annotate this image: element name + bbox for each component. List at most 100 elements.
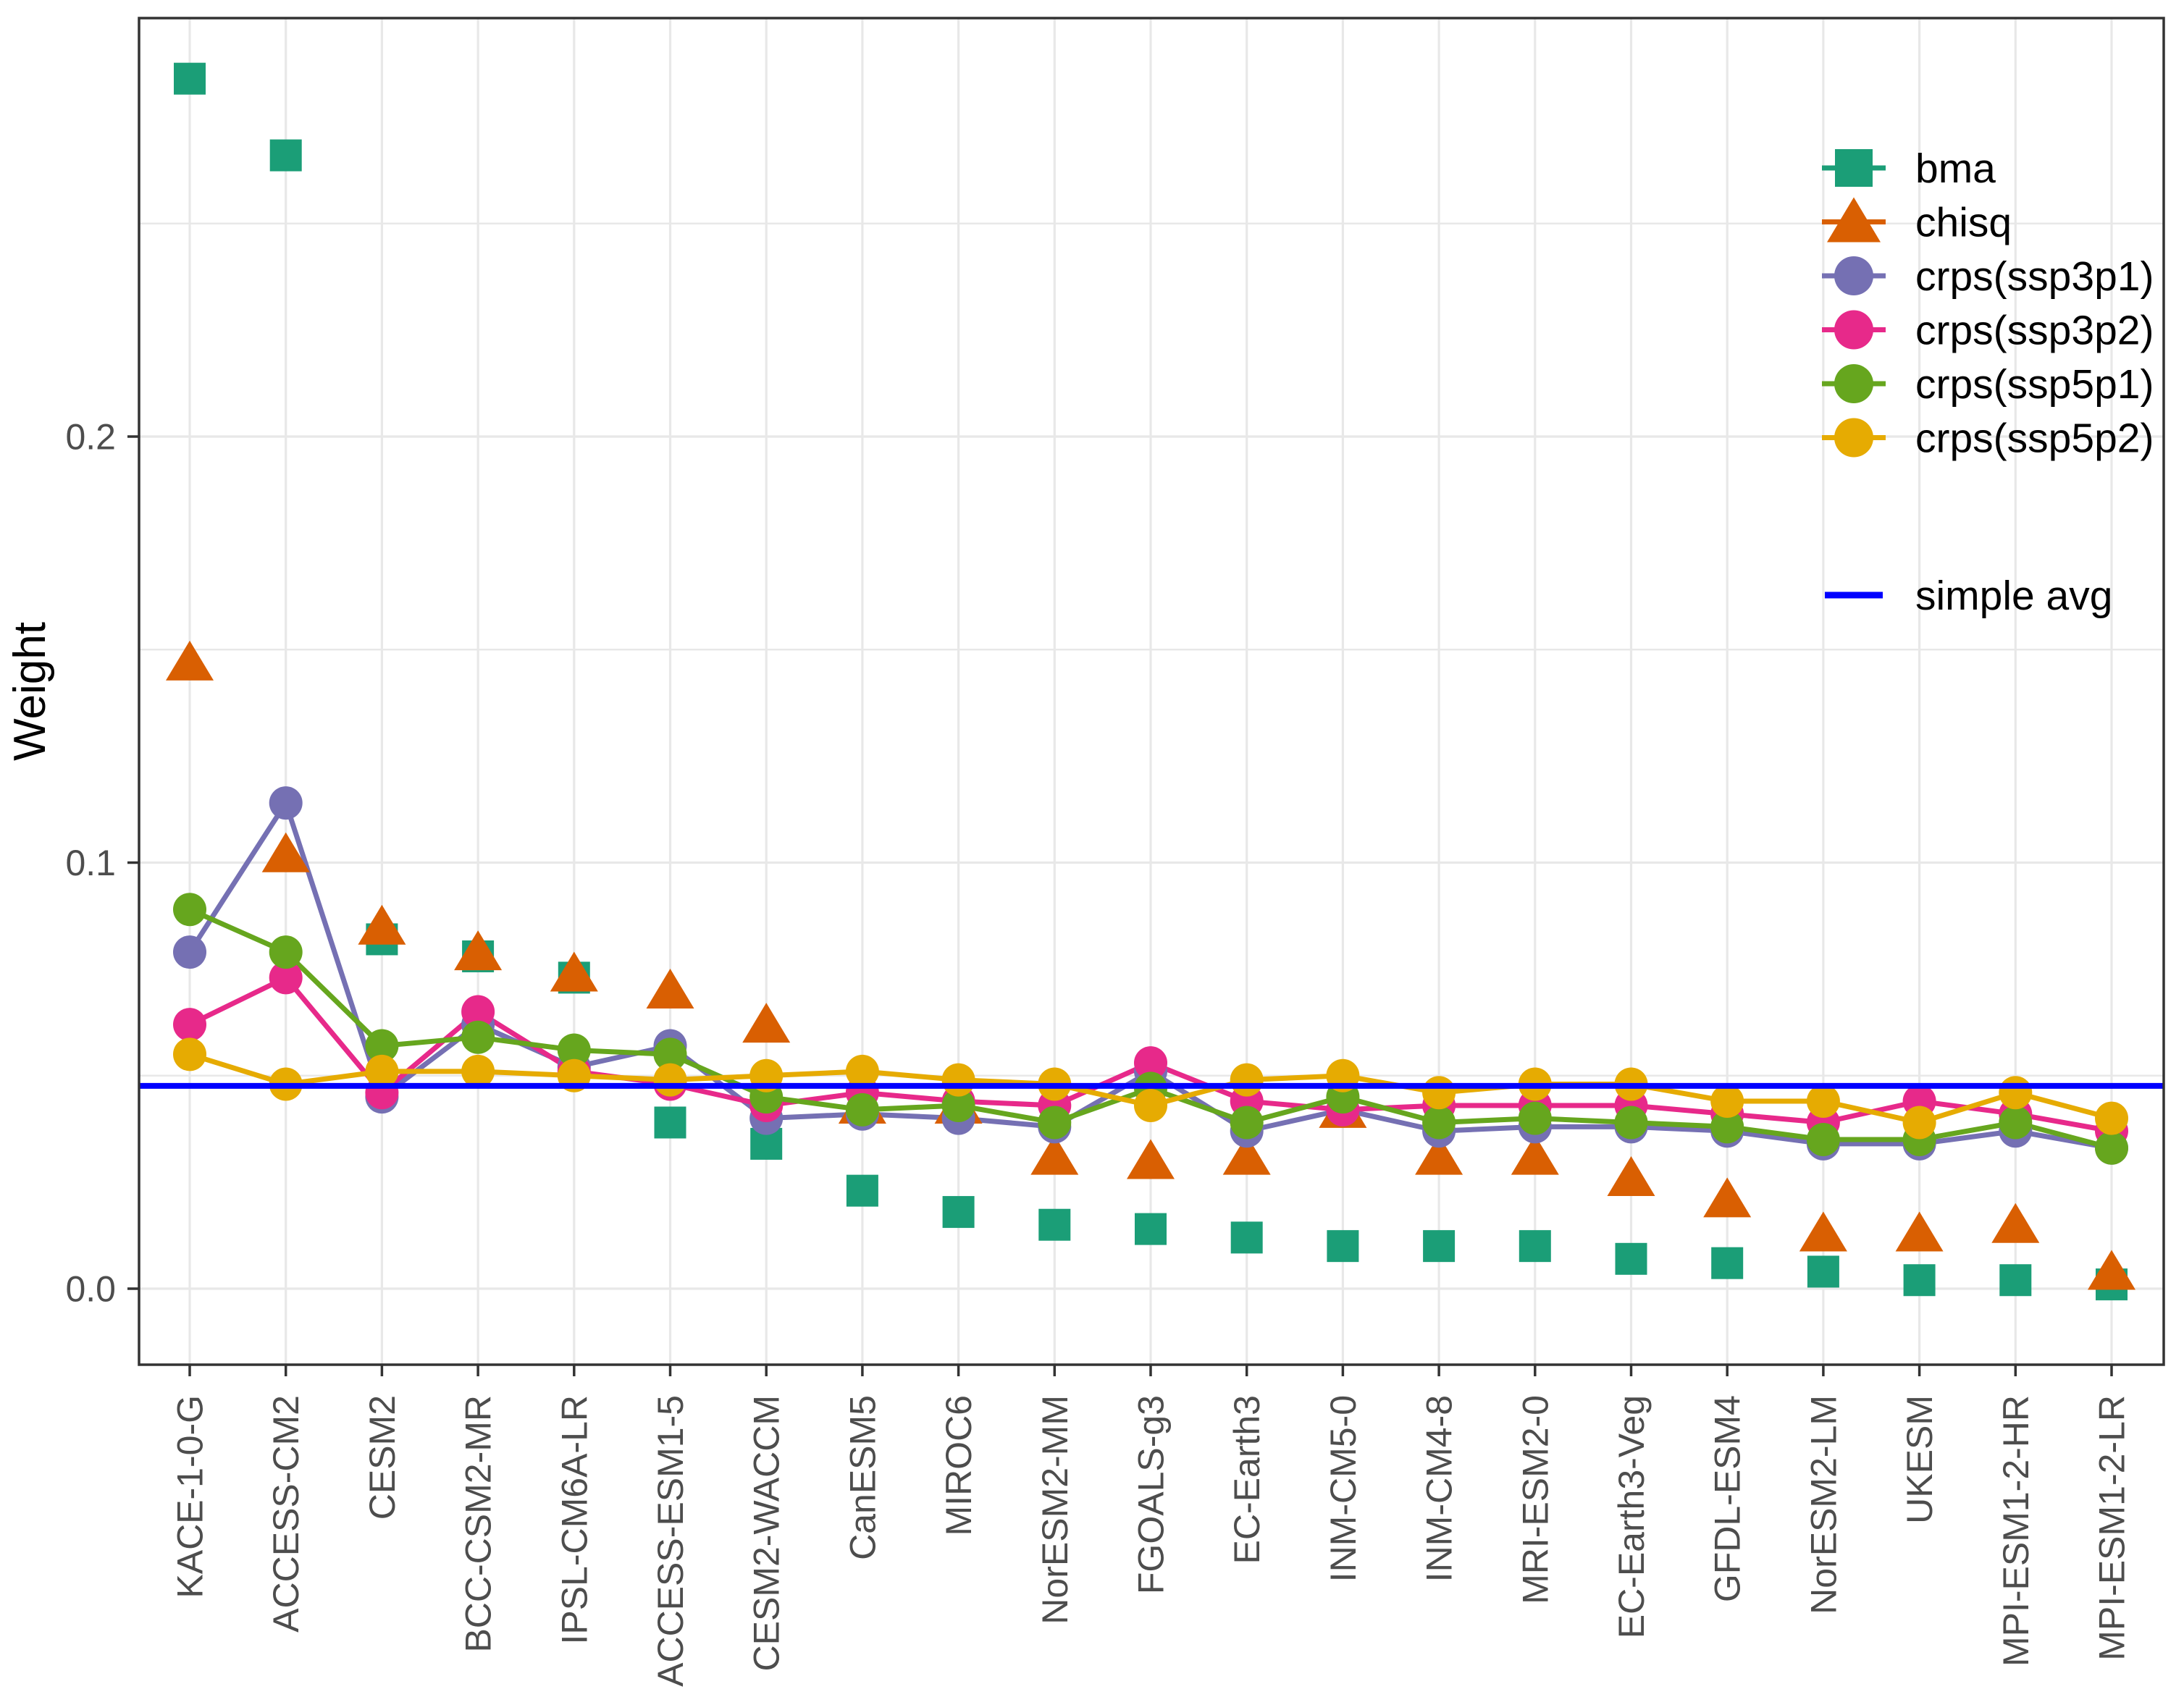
y-tick-label: 0.2 <box>65 417 116 458</box>
y-tick-label: 0.1 <box>65 843 116 883</box>
data-point-crps(ssp5p1) <box>269 935 303 969</box>
legend-circle-icon <box>1834 310 1873 350</box>
x-tick-label: BCC-CSM2-MR <box>458 1395 499 1653</box>
data-point-chisq <box>261 832 310 872</box>
data-point-crps(ssp5p2) <box>461 1054 495 1088</box>
data-point-crps(ssp5p2) <box>1710 1085 1744 1119</box>
data-point-chisq <box>1415 1134 1463 1175</box>
x-tick-label: CanESM5 <box>842 1395 883 1560</box>
data-point-crps(ssp5p1) <box>1038 1106 1072 1140</box>
data-point-crps(ssp5p2) <box>941 1063 975 1097</box>
data-point-chisq <box>166 640 214 681</box>
data-point-crps(ssp5p2) <box>1806 1085 1840 1119</box>
data-point-chisq <box>1703 1177 1752 1218</box>
data-point-bma <box>1711 1247 1744 1279</box>
data-point-crps(ssp5p2) <box>1134 1088 1167 1122</box>
x-tick-label: CESM2 <box>362 1395 403 1520</box>
data-point-crps(ssp5p1) <box>1230 1106 1264 1140</box>
data-point-crps(ssp5p1) <box>653 1037 687 1071</box>
data-point-bma <box>174 62 206 95</box>
legend-item-label: crps(ssp5p2) <box>1915 415 2154 461</box>
x-tick-label: EC-Earth3 <box>1227 1395 1267 1564</box>
legend-item-label: chisq <box>1915 199 2012 245</box>
x-tick-label: IPSL-CM6A-LR <box>554 1395 595 1645</box>
data-point-bma <box>1519 1230 1551 1263</box>
data-point-crps(ssp3p2) <box>173 1008 206 1042</box>
data-point-crps(ssp3p2) <box>269 961 303 995</box>
data-point-crps(ssp5p1) <box>1614 1106 1648 1140</box>
data-point-chisq <box>358 904 406 945</box>
data-point-bma <box>942 1196 975 1229</box>
data-point-bma <box>846 1174 878 1207</box>
data-point-chisq <box>1895 1211 1944 1252</box>
data-point-chisq <box>1127 1139 1175 1179</box>
data-point-crps(ssp5p1) <box>365 1029 399 1063</box>
data-point-chisq <box>1511 1134 1559 1175</box>
y-tick-label: 0.0 <box>65 1269 116 1310</box>
x-tick-label: MPI-ESM1-2-LR <box>2092 1395 2133 1661</box>
x-tick-label: EC-Earth3-Veg <box>1611 1395 1652 1638</box>
data-point-crps(ssp3p2) <box>461 995 495 1029</box>
x-tick-label: FGOALS-g3 <box>1131 1395 1172 1594</box>
data-point-crps(ssp5p1) <box>1422 1106 1456 1140</box>
data-point-chisq <box>1222 1134 1271 1175</box>
data-point-bma <box>1327 1230 1359 1263</box>
data-point-chisq <box>1799 1211 1847 1252</box>
x-tick-label: MRI-ESM2-0 <box>1515 1395 1555 1604</box>
data-point-crps(ssp5p2) <box>1230 1063 1264 1097</box>
data-point-bma <box>1615 1242 1647 1275</box>
legend-triangle-icon <box>1827 197 1881 243</box>
legend-item-label: crps(ssp3p1) <box>1915 253 2154 300</box>
x-tick-label: UKESM <box>1899 1395 1940 1524</box>
data-point-crps(ssp5p2) <box>845 1054 879 1088</box>
data-point-chisq <box>1030 1134 1079 1175</box>
data-point-chisq <box>646 969 694 1009</box>
legend-circle-icon <box>1834 418 1873 458</box>
data-point-crps(ssp5p1) <box>461 1020 495 1054</box>
x-tick-label: INM-CM5-0 <box>1323 1395 1364 1582</box>
data-point-crps(ssp5p2) <box>653 1063 687 1097</box>
data-point-crps(ssp5p1) <box>941 1088 975 1122</box>
data-point-chisq <box>1991 1203 2040 1243</box>
data-point-crps(ssp3p1) <box>269 786 303 820</box>
axis-layer: 0.0 0.1 0.2 KACE-1-0-G ACCESS-CM2 CESM2 BCC-CS… <box>65 17 2165 1687</box>
data-point-crps(ssp3p2) <box>1134 1046 1167 1080</box>
data-point-bma <box>654 1106 686 1139</box>
data-point-bma <box>269 139 302 172</box>
data-point-crps(ssp5p2) <box>1902 1106 1936 1140</box>
data-point-chisq <box>1607 1155 1655 1196</box>
data-point-crps(ssp3p1) <box>173 935 206 969</box>
data-point-bma <box>1807 1255 1839 1288</box>
legend-square-icon <box>1835 149 1873 187</box>
x-tick-label: MIROC6 <box>938 1395 979 1536</box>
data-point-crps(ssp5p2) <box>1422 1076 1456 1110</box>
legend: bma chisq crps(ssp3p1) crps(ssp3p2) crps(ssp… <box>1822 146 2154 619</box>
legend-item-label: crps(ssp5p1) <box>1915 361 2154 408</box>
data-point-crps(ssp5p1) <box>557 1033 591 1067</box>
data-point-crps(ssp5p1) <box>1806 1123 1840 1157</box>
x-tick-label: NorESM2-MM <box>1035 1395 1075 1625</box>
data-point-chisq <box>550 951 598 992</box>
x-tick-label: MPI-ESM1-2-HR <box>1996 1395 2036 1667</box>
data-point-chisq <box>454 930 503 971</box>
x-tick-label: ACCESS-CM2 <box>266 1395 306 1633</box>
data-point-crps(ssp5p1) <box>1518 1101 1552 1135</box>
data-point-bma <box>1999 1264 2032 1297</box>
legend-item-label: crps(ssp3p2) <box>1915 307 2154 353</box>
legend-item-label: bma <box>1915 146 1996 192</box>
x-tick-label: KACE-1-0-G <box>170 1395 211 1599</box>
data-point-bma <box>1903 1264 1936 1297</box>
legend-simple-avg-label: simple avg <box>1915 573 2112 619</box>
legend-circle-icon <box>1834 364 1873 403</box>
data-point-bma <box>1135 1213 1167 1245</box>
data-point-chisq <box>742 1003 791 1043</box>
data-point-crps(ssp5p2) <box>2095 1101 2128 1135</box>
x-tick-label: CESM2-WACCM <box>747 1395 787 1671</box>
data-point-bma <box>1038 1208 1071 1241</box>
x-tick-label: ACCESS-ESM1-5 <box>650 1395 691 1687</box>
data-point-crps(ssp5p1) <box>1999 1106 2033 1140</box>
x-tick-label: NorESM2-LM <box>1803 1395 1844 1614</box>
data-point-chisq <box>2088 1250 2135 1290</box>
